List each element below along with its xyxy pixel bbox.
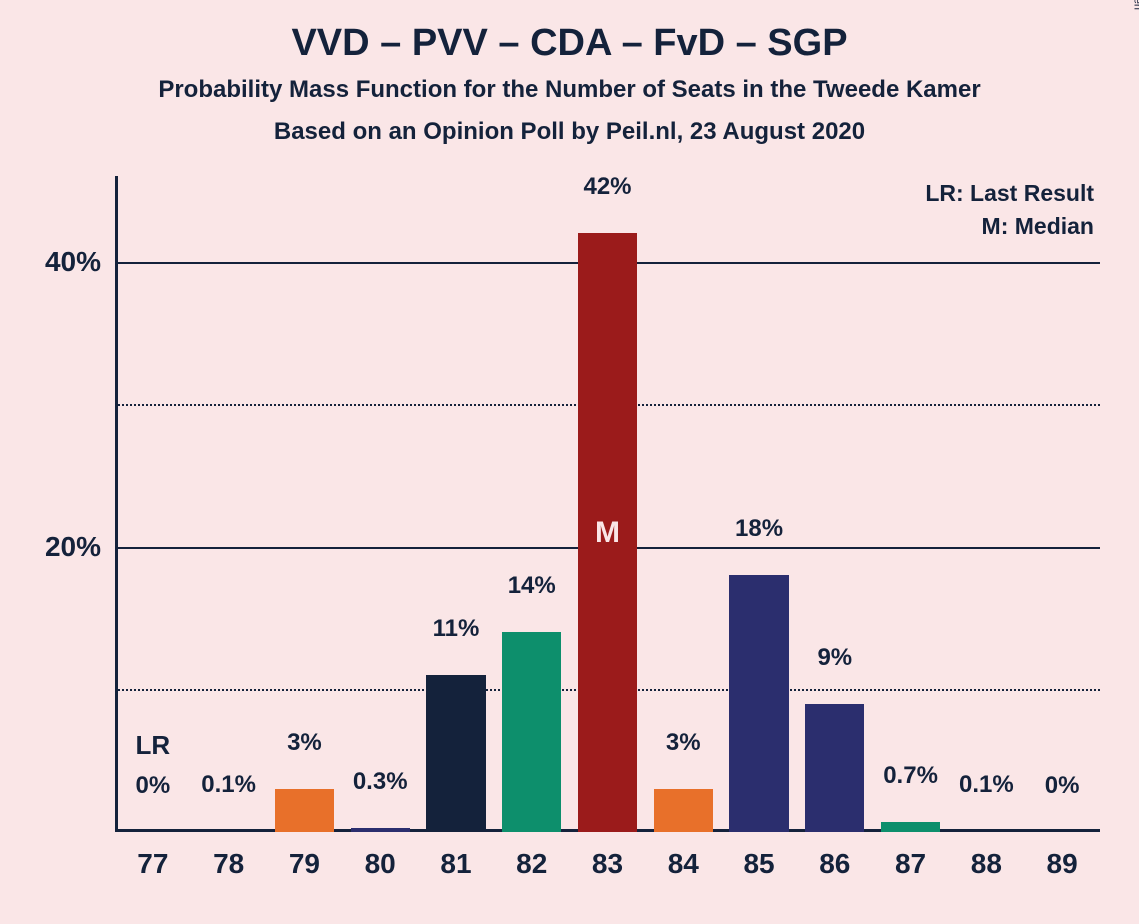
chart-subtitle-2: Based on an Opinion Poll by Peil.nl, 23 …	[0, 118, 1139, 146]
x-axis-label: 85	[743, 832, 774, 880]
x-axis-label: 78	[213, 832, 244, 880]
x-axis-label: 84	[668, 832, 699, 880]
chart-subtitle-1: Probability Mass Function for the Number…	[0, 76, 1139, 104]
legend: LR: Last Result M: Median	[925, 180, 1094, 240]
bar-value-label: 0.3%	[353, 768, 408, 796]
bar	[881, 822, 940, 832]
bar-value-label: 9%	[817, 644, 852, 672]
bar	[426, 675, 485, 832]
bar-value-label: 0.1%	[959, 771, 1014, 799]
y-axis	[115, 176, 118, 832]
last-result-marker: LR	[136, 730, 171, 761]
pmf-bar-chart: LR: Last Result M: Median 40%20%0%770.1%…	[115, 176, 1100, 832]
x-axis-label: 89	[1047, 832, 1078, 880]
x-axis-label: 88	[971, 832, 1002, 880]
legend-m: M: Median	[925, 213, 1094, 240]
bar-value-label: 18%	[735, 515, 783, 543]
y-axis-label: 20%	[45, 531, 115, 563]
bar	[502, 632, 561, 832]
chart-title: VVD – PVV – CDA – FvD – SGP	[0, 22, 1139, 65]
bar: M	[578, 233, 637, 832]
x-axis-label: 81	[440, 832, 471, 880]
bar	[654, 789, 713, 832]
x-axis-label: 86	[819, 832, 850, 880]
bar	[275, 789, 334, 832]
bar-value-label: 14%	[508, 572, 556, 600]
bar-value-label: 0.7%	[883, 762, 938, 790]
copyright-text: © 2020 Filip van Laenen	[1131, 0, 1139, 10]
x-axis-label: 87	[895, 832, 926, 880]
bar-value-label: 42%	[583, 173, 631, 201]
x-axis-label: 82	[516, 832, 547, 880]
median-marker: M	[595, 516, 620, 550]
y-axis-label: 40%	[45, 246, 115, 278]
bar-value-label: 11%	[433, 615, 480, 643]
bar-value-label: 3%	[287, 729, 322, 757]
bar	[729, 575, 788, 832]
bar-value-label: 0%	[1045, 772, 1080, 800]
x-axis-label: 83	[592, 832, 623, 880]
bar	[805, 704, 864, 832]
x-axis-label: 77	[137, 832, 168, 880]
x-axis-label: 80	[365, 832, 396, 880]
bar-value-label: 0%	[136, 772, 171, 800]
legend-lr: LR: Last Result	[925, 180, 1094, 207]
x-axis-label: 79	[289, 832, 320, 880]
bar-value-label: 3%	[666, 729, 701, 757]
bar-value-label: 0.1%	[201, 771, 256, 799]
